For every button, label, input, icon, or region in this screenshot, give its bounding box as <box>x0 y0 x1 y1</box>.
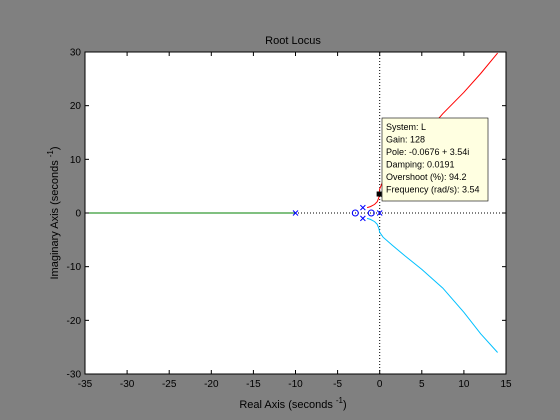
data-tip-line: Damping: 0.0191 <box>386 160 455 170</box>
x-tick-label: -30 <box>120 379 135 390</box>
pole-marker <box>376 210 383 216</box>
y-tick-label: -30 <box>67 370 82 381</box>
x-tick-label: 15 <box>500 379 512 390</box>
data-tip-line: System: L <box>386 122 426 132</box>
chart-title: Root Locus <box>265 35 321 47</box>
x-tick-label: -15 <box>246 379 261 390</box>
pole-stroke <box>360 215 366 222</box>
plot-area[interactable]: -35 -30 -25 -20 -15 -10 -5 0 5 10 15-30-20-1001020… <box>67 48 512 391</box>
y-tick-label: 0 <box>75 209 81 220</box>
x-axis-label-text: Real Axis (seconds <box>239 399 333 411</box>
x-tick-label: -25 <box>162 379 177 390</box>
zero-marker <box>367 209 375 217</box>
x-tick-label: -35 <box>78 379 93 390</box>
y-axis-label: Imaginary Axis (seconds -1) <box>46 146 61 279</box>
y-tick-label: -20 <box>67 316 82 327</box>
pole-stroke <box>292 210 299 216</box>
data-tip-line: Gain: 128 <box>386 135 425 145</box>
pole-stroke <box>360 204 366 211</box>
y-tick-label: -10 <box>67 262 82 273</box>
x-axis-label: Real Axis (seconds -1) <box>239 396 346 411</box>
pole-stroke <box>376 210 383 216</box>
y-tick-label: 20 <box>70 101 82 112</box>
y-tick-label: 10 <box>70 155 82 166</box>
y-axis-label-exponent: -1 <box>46 150 55 158</box>
x-tick-label: -10 <box>288 379 303 390</box>
data-tip[interactable]: System: L Gain: 128 Pole: -0.0676 + 3.54i D… <box>376 117 489 202</box>
pole-marker <box>360 204 366 211</box>
axis-ticks: -35 -30 -25 -20 -15 -10 -5 0 5 10 15-30-20-1001020… <box>67 48 512 391</box>
y-axis-label-close: ) <box>49 146 61 150</box>
x-tick-label: -20 <box>204 379 219 390</box>
y-tick-label: 30 <box>70 48 82 59</box>
x-tick-label: 0 <box>377 379 383 390</box>
locus-branch-3 <box>366 217 498 353</box>
x-tick-label: -5 <box>333 379 342 390</box>
zero-marker <box>351 209 359 217</box>
data-tip-line: Pole: -0.0676 + 3.54i <box>386 147 469 157</box>
x-tick-label: 5 <box>419 379 425 390</box>
pole-marker <box>292 210 299 216</box>
x-tick-label: 10 <box>458 379 470 390</box>
x-axis-label-exponent: -1 <box>336 396 344 405</box>
pole-zero-markers <box>292 204 383 222</box>
y-axis-label-text: Imaginary Axis (seconds <box>49 160 61 280</box>
data-tip-line: Frequency (rad/s): 3.54 <box>386 185 480 195</box>
pole-marker <box>360 215 366 222</box>
x-axis-label-close: ) <box>343 399 347 411</box>
data-tip-box[interactable] <box>381 117 489 202</box>
data-tip-line: Overshoot (%): 94.2 <box>386 172 467 182</box>
data-tip-marker[interactable] <box>376 191 382 197</box>
